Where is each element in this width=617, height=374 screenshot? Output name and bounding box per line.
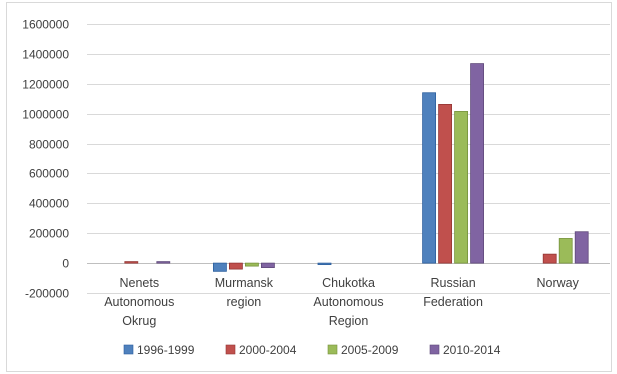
- legend-swatch: [429, 344, 440, 355]
- bar: [228, 262, 243, 270]
- y-tick-label: 600000: [29, 167, 69, 181]
- y-tick-label: -200000: [25, 287, 69, 301]
- bar: [124, 261, 139, 264]
- bar: [542, 253, 557, 264]
- x-category-label: region: [227, 295, 262, 309]
- legend-swatch: [123, 344, 134, 355]
- bar: [454, 111, 469, 264]
- x-category-label: Norway: [537, 276, 580, 290]
- bar: [244, 262, 259, 267]
- bar: [438, 104, 453, 264]
- bar: [470, 63, 485, 264]
- x-axis-category-labels: Nenets Autonomous Okrug Murmansk region Chuko…: [104, 276, 579, 328]
- y-axis-tick-labels: -200000 0 200000 400000 600000 800000 1000000 1…: [22, 18, 69, 301]
- bar: [212, 262, 227, 272]
- bars: [124, 63, 589, 272]
- x-category-label: Federation: [423, 295, 483, 309]
- legend-swatch: [327, 344, 338, 355]
- bar: [260, 262, 275, 268]
- legend-label: 1996-1999: [137, 343, 195, 357]
- legend: 1996-1999 2000-2004 2005-2009 2010-2014: [123, 343, 501, 357]
- bar: [156, 261, 171, 264]
- x-category-label: Autonomous: [104, 295, 174, 309]
- y-tick-label: 1000000: [22, 108, 69, 122]
- x-category-label: Russian: [431, 276, 476, 290]
- bar: [558, 238, 573, 264]
- y-tick-label: 1600000: [22, 18, 69, 32]
- y-tick-label: 200000: [29, 227, 69, 241]
- y-tick-label: 1400000: [22, 48, 69, 62]
- y-tick-label: 0: [62, 257, 69, 271]
- legend-swatch: [225, 344, 236, 355]
- legend-label: 2005-2009: [341, 343, 399, 357]
- legend-label: 2000-2004: [239, 343, 297, 357]
- bar: [317, 262, 332, 266]
- x-category-label: Region: [329, 314, 369, 328]
- bar: [574, 231, 589, 264]
- gridlines: [87, 24, 610, 294]
- x-category-label: Nenets: [119, 276, 159, 290]
- x-category-label: Murmansk: [215, 276, 274, 290]
- y-tick-label: 1200000: [22, 78, 69, 92]
- x-category-label: Chukotka: [322, 276, 375, 290]
- x-category-label: Okrug: [122, 314, 156, 328]
- chart-frame: [6, 2, 612, 372]
- x-category-label: Autonomous: [313, 295, 383, 309]
- y-tick-label: 400000: [29, 197, 69, 211]
- y-tick-label: 800000: [29, 138, 69, 152]
- bar: [422, 92, 437, 264]
- legend-label: 2010-2014: [443, 343, 501, 357]
